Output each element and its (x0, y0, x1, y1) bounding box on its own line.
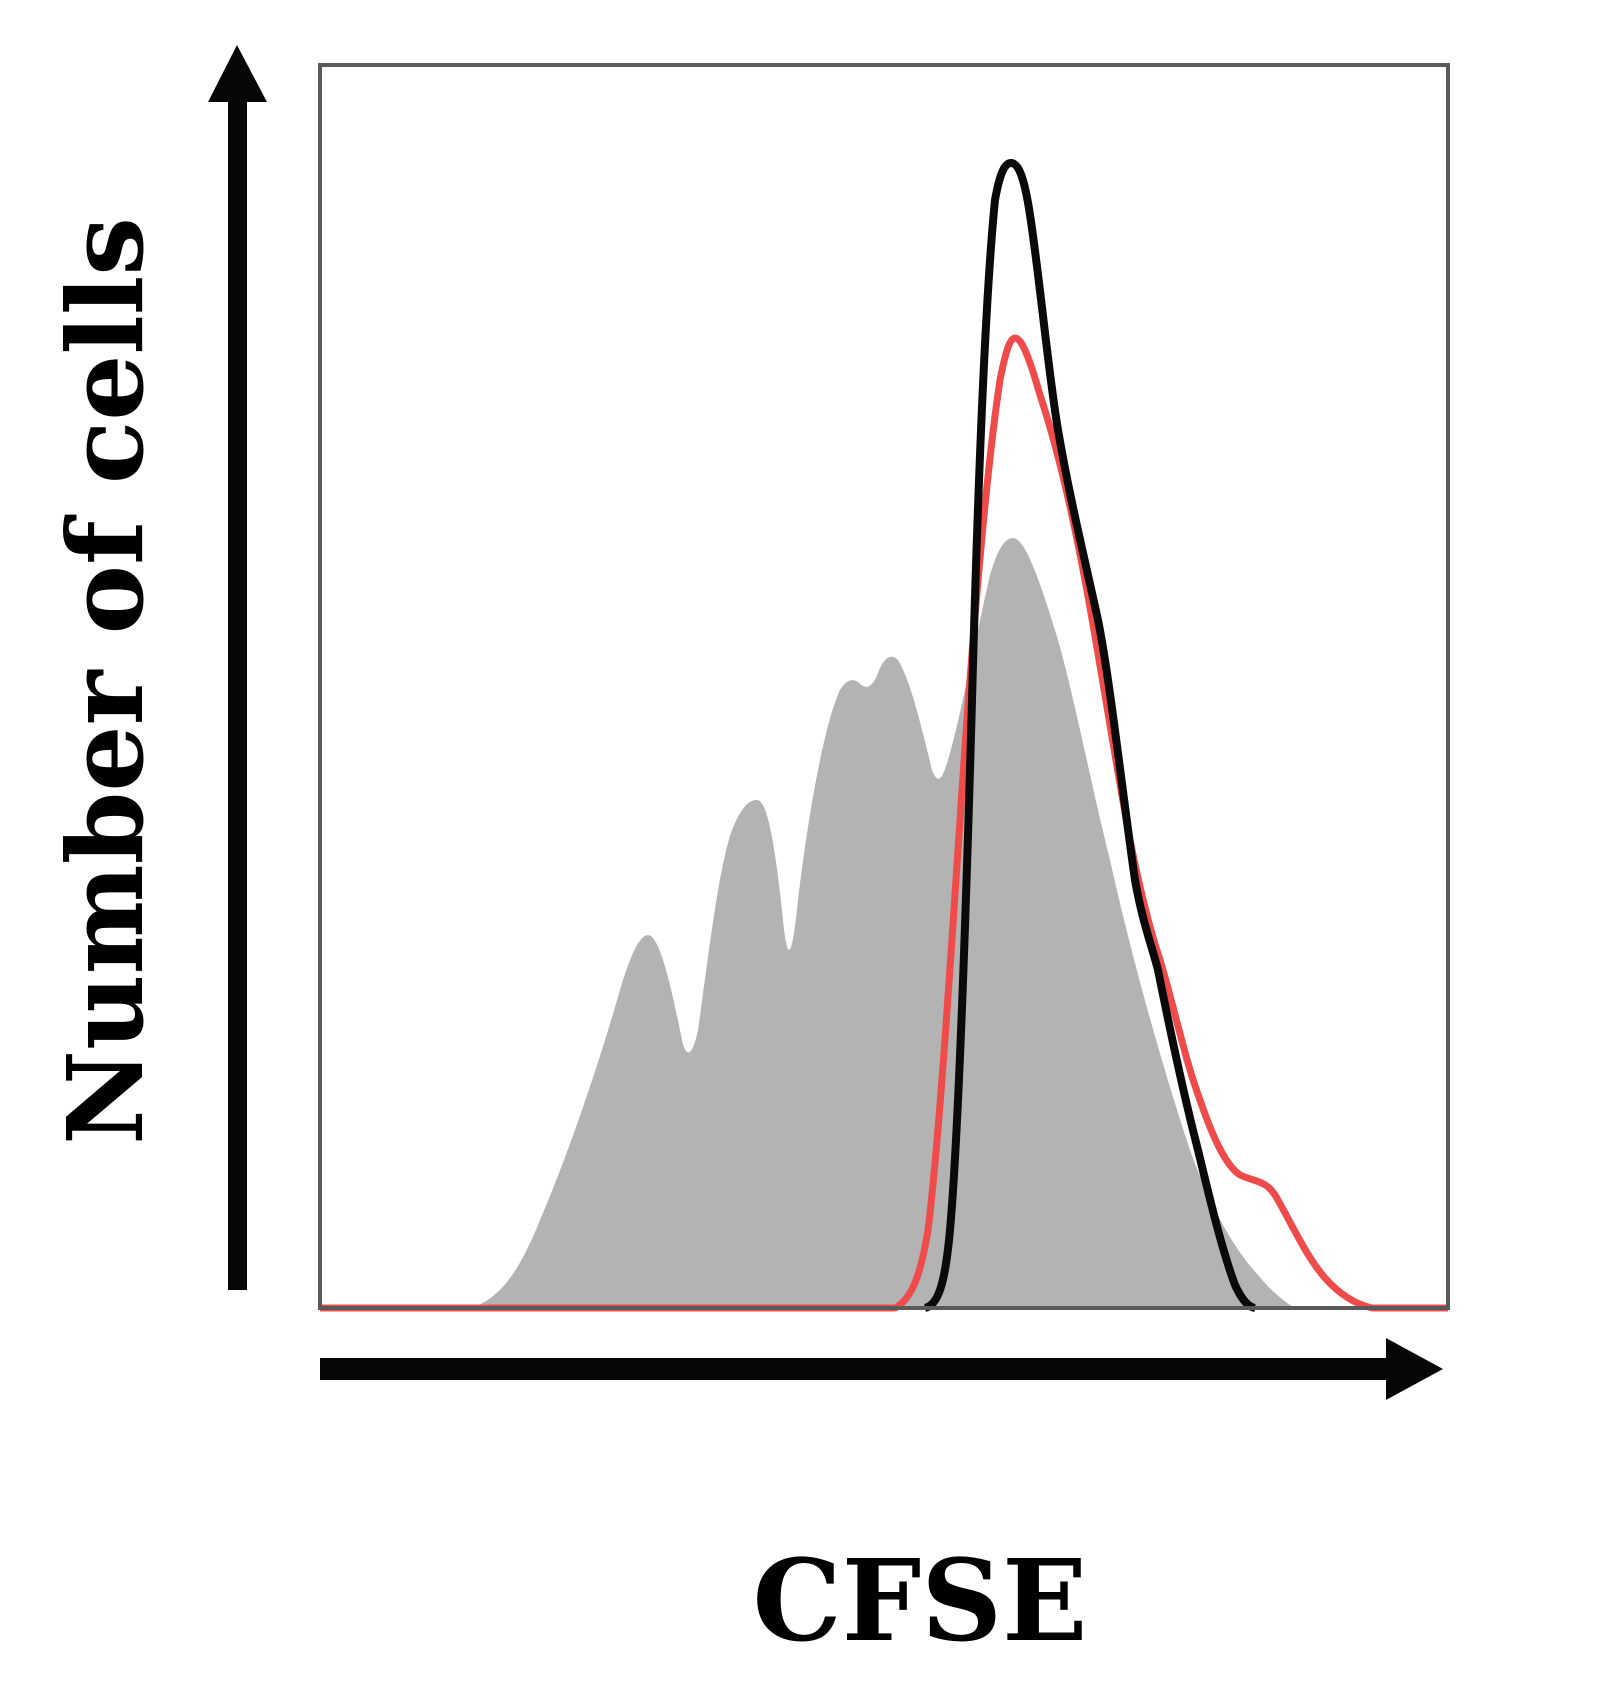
plot-frame (318, 63, 1450, 1310)
gray-filled-histogram (470, 538, 1295, 1308)
black-line-histogram (923, 159, 1256, 1312)
y-axis-arrow (208, 45, 267, 1290)
y-axis-label: Number of cells (44, 217, 167, 1145)
x-axis-label: CFSE (753, 1536, 1088, 1667)
x-axis-arrow (320, 1338, 1443, 1400)
